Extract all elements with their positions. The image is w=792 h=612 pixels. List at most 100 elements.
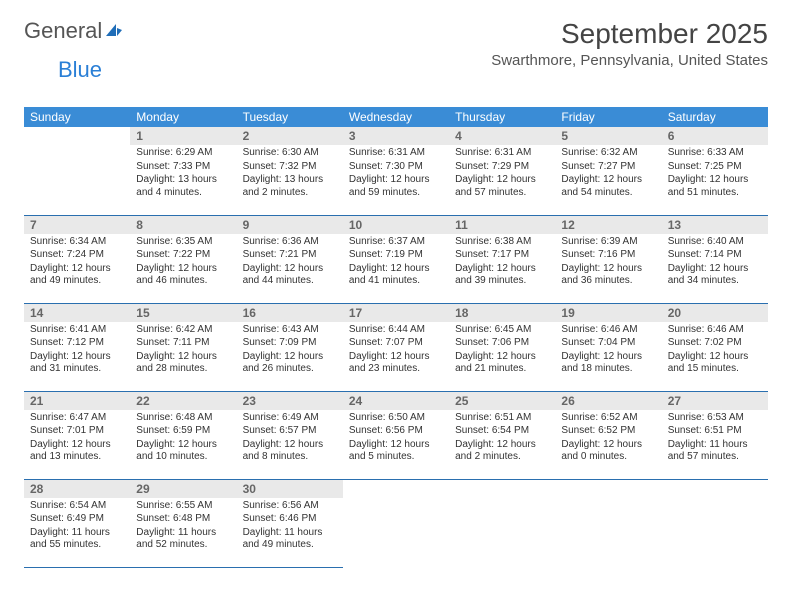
day-number: 10 [343, 216, 449, 234]
sunset-text: Sunset: 7:33 PM [136, 161, 230, 174]
sunrise-text: Sunrise: 6:30 AM [243, 147, 337, 160]
daylight-text: Daylight: 12 hours and 23 minutes. [349, 351, 443, 376]
daylight-text: Daylight: 12 hours and 21 minutes. [455, 351, 549, 376]
daylight-text: Daylight: 12 hours and 15 minutes. [668, 351, 762, 376]
day-header: Wednesday [343, 107, 449, 127]
sunrise-text: Sunrise: 6:56 AM [243, 500, 337, 513]
sunrise-text: Sunrise: 6:46 AM [668, 324, 762, 337]
sunset-text: Sunset: 6:52 PM [561, 425, 655, 438]
logo-sail-icon [104, 22, 124, 43]
day-number: 16 [237, 304, 343, 322]
calendar-cell: 5Sunrise: 6:32 AMSunset: 7:27 PMDaylight… [555, 127, 661, 215]
day-details: Sunrise: 6:31 AMSunset: 7:30 PMDaylight:… [343, 145, 449, 204]
calendar-cell: 9Sunrise: 6:36 AMSunset: 7:21 PMDaylight… [237, 215, 343, 303]
calendar-cell: 26Sunrise: 6:52 AMSunset: 6:52 PMDayligh… [555, 391, 661, 479]
calendar-table: SundayMondayTuesdayWednesdayThursdayFrid… [24, 107, 768, 568]
daylight-text: Daylight: 12 hours and 8 minutes. [243, 439, 337, 464]
day-header: Monday [130, 107, 236, 127]
calendar-cell: 20Sunrise: 6:46 AMSunset: 7:02 PMDayligh… [662, 303, 768, 391]
day-header: Friday [555, 107, 661, 127]
sunset-text: Sunset: 7:04 PM [561, 337, 655, 350]
calendar-cell: 4Sunrise: 6:31 AMSunset: 7:29 PMDaylight… [449, 127, 555, 215]
daylight-text: Daylight: 11 hours and 49 minutes. [243, 527, 337, 552]
sunset-text: Sunset: 6:57 PM [243, 425, 337, 438]
sunrise-text: Sunrise: 6:51 AM [455, 412, 549, 425]
day-number: 19 [555, 304, 661, 322]
sunset-text: Sunset: 7:22 PM [136, 249, 230, 262]
sunset-text: Sunset: 7:06 PM [455, 337, 549, 350]
sunrise-text: Sunrise: 6:54 AM [30, 500, 124, 513]
day-number: 12 [555, 216, 661, 234]
day-details: Sunrise: 6:53 AMSunset: 6:51 PMDaylight:… [662, 410, 768, 469]
sunset-text: Sunset: 7:11 PM [136, 337, 230, 350]
day-number: 1 [130, 127, 236, 145]
daylight-text: Daylight: 12 hours and 36 minutes. [561, 263, 655, 288]
day-number: 15 [130, 304, 236, 322]
calendar-cell: 21Sunrise: 6:47 AMSunset: 7:01 PMDayligh… [24, 391, 130, 479]
day-number: 21 [24, 392, 130, 410]
day-number: 14 [24, 304, 130, 322]
day-details: Sunrise: 6:31 AMSunset: 7:29 PMDaylight:… [449, 145, 555, 204]
day-details: Sunrise: 6:36 AMSunset: 7:21 PMDaylight:… [237, 234, 343, 293]
day-number: 4 [449, 127, 555, 145]
day-number: 24 [343, 392, 449, 410]
sunset-text: Sunset: 7:14 PM [668, 249, 762, 262]
sunset-text: Sunset: 7:07 PM [349, 337, 443, 350]
calendar-cell: 8Sunrise: 6:35 AMSunset: 7:22 PMDaylight… [130, 215, 236, 303]
calendar-cell: 7Sunrise: 6:34 AMSunset: 7:24 PMDaylight… [24, 215, 130, 303]
day-details: Sunrise: 6:32 AMSunset: 7:27 PMDaylight:… [555, 145, 661, 204]
sunset-text: Sunset: 7:09 PM [243, 337, 337, 350]
daylight-text: Daylight: 12 hours and 13 minutes. [30, 439, 124, 464]
day-details: Sunrise: 6:40 AMSunset: 7:14 PMDaylight:… [662, 234, 768, 293]
logo-text-1: General [24, 18, 102, 44]
calendar-cell: 19Sunrise: 6:46 AMSunset: 7:04 PMDayligh… [555, 303, 661, 391]
sunset-text: Sunset: 7:19 PM [349, 249, 443, 262]
sunrise-text: Sunrise: 6:31 AM [455, 147, 549, 160]
sunset-text: Sunset: 7:30 PM [349, 161, 443, 174]
sunrise-text: Sunrise: 6:33 AM [668, 147, 762, 160]
day-number: 30 [237, 480, 343, 498]
sunset-text: Sunset: 7:16 PM [561, 249, 655, 262]
day-details: Sunrise: 6:54 AMSunset: 6:49 PMDaylight:… [24, 498, 130, 557]
daylight-text: Daylight: 13 hours and 2 minutes. [243, 174, 337, 199]
day-number: 6 [662, 127, 768, 145]
sunrise-text: Sunrise: 6:36 AM [243, 236, 337, 249]
sunrise-text: Sunrise: 6:52 AM [561, 412, 655, 425]
day-number: 18 [449, 304, 555, 322]
day-details: Sunrise: 6:46 AMSunset: 7:02 PMDaylight:… [662, 322, 768, 381]
sunset-text: Sunset: 6:56 PM [349, 425, 443, 438]
calendar-week-row: 28Sunrise: 6:54 AMSunset: 6:49 PMDayligh… [24, 479, 768, 567]
day-details: Sunrise: 6:47 AMSunset: 7:01 PMDaylight:… [24, 410, 130, 469]
day-details: Sunrise: 6:39 AMSunset: 7:16 PMDaylight:… [555, 234, 661, 293]
daylight-text: Daylight: 12 hours and 2 minutes. [455, 439, 549, 464]
sunset-text: Sunset: 6:59 PM [136, 425, 230, 438]
day-number: 20 [662, 304, 768, 322]
day-number: 9 [237, 216, 343, 234]
daylight-text: Daylight: 12 hours and 49 minutes. [30, 263, 124, 288]
sunrise-text: Sunrise: 6:47 AM [30, 412, 124, 425]
daylight-text: Daylight: 12 hours and 10 minutes. [136, 439, 230, 464]
sunset-text: Sunset: 6:51 PM [668, 425, 762, 438]
sunrise-text: Sunrise: 6:39 AM [561, 236, 655, 249]
sunrise-text: Sunrise: 6:32 AM [561, 147, 655, 160]
sunset-text: Sunset: 7:21 PM [243, 249, 337, 262]
calendar-cell [555, 479, 661, 567]
calendar-cell: 24Sunrise: 6:50 AMSunset: 6:56 PMDayligh… [343, 391, 449, 479]
day-details: Sunrise: 6:34 AMSunset: 7:24 PMDaylight:… [24, 234, 130, 293]
sunset-text: Sunset: 7:25 PM [668, 161, 762, 174]
daylight-text: Daylight: 12 hours and 5 minutes. [349, 439, 443, 464]
day-details: Sunrise: 6:42 AMSunset: 7:11 PMDaylight:… [130, 322, 236, 381]
page-title: September 2025 [491, 18, 768, 50]
daylight-text: Daylight: 12 hours and 0 minutes. [561, 439, 655, 464]
day-number: 2 [237, 127, 343, 145]
sunset-text: Sunset: 6:49 PM [30, 513, 124, 526]
sunset-text: Sunset: 7:24 PM [30, 249, 124, 262]
day-number: 11 [449, 216, 555, 234]
day-details: Sunrise: 6:51 AMSunset: 6:54 PMDaylight:… [449, 410, 555, 469]
calendar-cell [24, 127, 130, 215]
calendar-cell [449, 479, 555, 567]
calendar-cell: 14Sunrise: 6:41 AMSunset: 7:12 PMDayligh… [24, 303, 130, 391]
day-details: Sunrise: 6:44 AMSunset: 7:07 PMDaylight:… [343, 322, 449, 381]
sunrise-text: Sunrise: 6:43 AM [243, 324, 337, 337]
day-header: Thursday [449, 107, 555, 127]
